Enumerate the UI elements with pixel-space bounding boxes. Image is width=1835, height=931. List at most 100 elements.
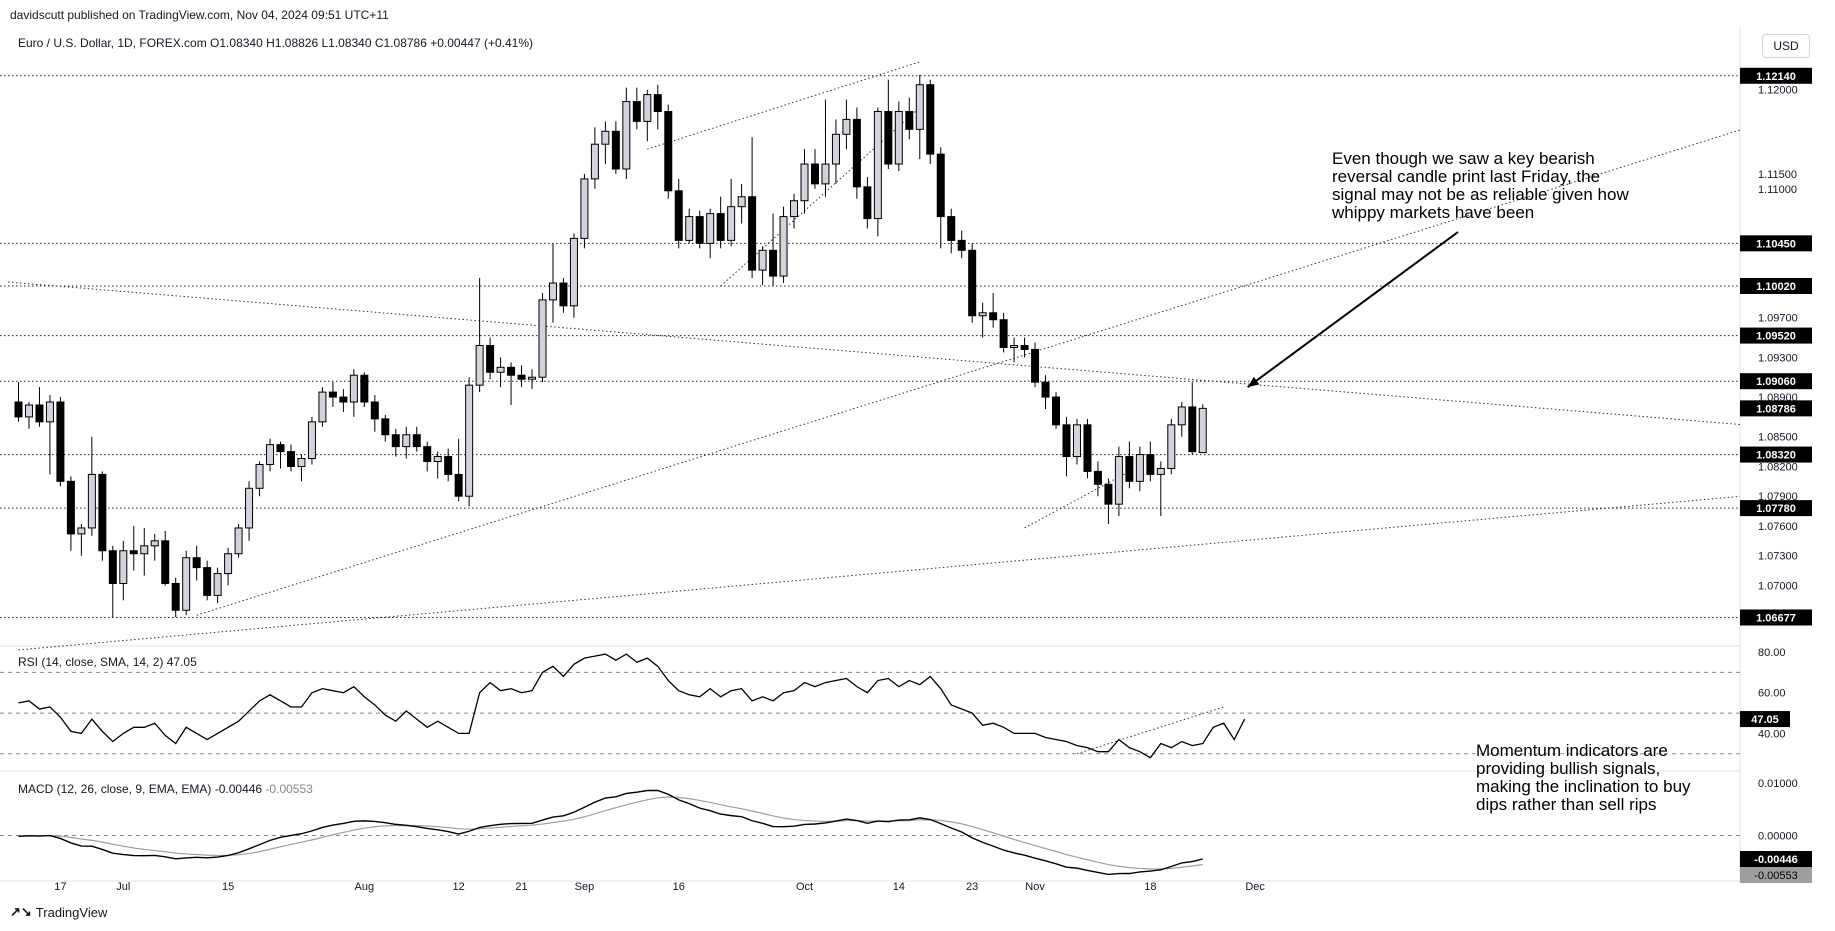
candle[interactable] — [758, 246, 767, 286]
candle[interactable] — [548, 243, 557, 323]
candle[interactable] — [1114, 446, 1123, 517]
candle[interactable] — [1198, 404, 1207, 454]
candle[interactable] — [150, 533, 159, 561]
candle[interactable] — [328, 382, 337, 407]
candle[interactable] — [632, 87, 641, 130]
candle[interactable] — [129, 525, 138, 571]
candle[interactable] — [1083, 418, 1092, 479]
candle[interactable] — [905, 97, 914, 140]
candle[interactable] — [423, 441, 432, 472]
candle[interactable] — [538, 292, 547, 383]
candle[interactable] — [863, 176, 872, 229]
candle[interactable] — [182, 550, 191, 616]
candle[interactable] — [192, 545, 201, 581]
candlesticks[interactable] — [14, 74, 1207, 618]
candle[interactable] — [454, 438, 463, 502]
candle[interactable] — [87, 436, 96, 536]
candle[interactable] — [653, 84, 662, 130]
candle[interactable] — [349, 369, 358, 417]
candle[interactable] — [213, 567, 222, 604]
candle[interactable] — [978, 302, 987, 338]
candle[interactable] — [894, 101, 903, 171]
candle[interactable] — [737, 183, 746, 224]
candle[interactable] — [286, 444, 295, 472]
candle[interactable] — [1104, 478, 1113, 524]
candle[interactable] — [727, 178, 736, 247]
candle[interactable] — [161, 530, 170, 586]
time-axis[interactable]: 17 Jul 15 Aug 12 21 Sep 16 Oct 14 23 Nov 18 Dec — [54, 881, 1265, 893]
candle[interactable] — [266, 438, 275, 472]
candle[interactable] — [412, 426, 421, 452]
candle[interactable] — [611, 121, 620, 174]
candle[interactable] — [569, 233, 578, 318]
candle[interactable] — [1146, 441, 1155, 482]
candle[interactable] — [685, 208, 694, 244]
currency-button[interactable]: USD — [1762, 34, 1810, 58]
candle[interactable] — [45, 395, 54, 475]
candle[interactable] — [590, 127, 599, 189]
candle[interactable] — [318, 387, 327, 427]
candle[interactable] — [810, 149, 819, 189]
candle[interactable] — [381, 414, 390, 442]
candle[interactable] — [119, 540, 128, 601]
candle[interactable] — [66, 476, 75, 551]
candle[interactable] — [14, 382, 23, 422]
candle[interactable] — [98, 471, 107, 561]
candle[interactable] — [402, 426, 411, 459]
candle[interactable] — [580, 173, 589, 249]
candle[interactable] — [1188, 382, 1197, 455]
candle[interactable] — [77, 523, 86, 556]
candle[interactable] — [769, 213, 778, 286]
candle[interactable] — [643, 89, 652, 142]
candle[interactable] — [507, 362, 516, 405]
candle[interactable] — [1062, 416, 1071, 477]
candle[interactable] — [203, 560, 212, 601]
candle[interactable] — [989, 292, 998, 328]
candle[interactable] — [1135, 446, 1144, 492]
candle[interactable] — [748, 137, 757, 279]
candle[interactable] — [35, 387, 44, 427]
candle[interactable] — [297, 454, 306, 482]
candle[interactable] — [706, 208, 715, 259]
candle[interactable] — [1156, 461, 1165, 517]
candle[interactable] — [1167, 418, 1176, 475]
candle[interactable] — [465, 377, 474, 507]
candle[interactable] — [622, 87, 631, 179]
candle[interactable] — [695, 210, 704, 249]
candle[interactable] — [24, 402, 33, 429]
candle[interactable] — [1177, 402, 1186, 437]
candle[interactable] — [999, 312, 1008, 353]
candle[interactable] — [1020, 337, 1029, 358]
candle[interactable] — [968, 243, 977, 323]
candle[interactable] — [821, 99, 830, 197]
candle[interactable] — [1125, 441, 1134, 489]
symbol-info-line[interactable]: Euro / U.S. Dollar, 1D, FOREX.com O1.083… — [18, 36, 533, 50]
candle[interactable] — [884, 79, 893, 169]
candle[interactable] — [800, 149, 809, 214]
candle[interactable] — [559, 278, 568, 313]
candle[interactable] — [601, 121, 610, 165]
candle[interactable] — [108, 545, 117, 618]
candle[interactable] — [528, 369, 537, 390]
candle[interactable] — [947, 208, 956, 254]
candle[interactable] — [255, 461, 264, 497]
candle[interactable] — [339, 389, 348, 412]
candle[interactable] — [1031, 342, 1040, 388]
candle[interactable] — [486, 337, 495, 380]
candle[interactable] — [936, 147, 945, 249]
candle[interactable] — [307, 416, 316, 465]
candle[interactable] — [517, 365, 526, 388]
candle[interactable] — [716, 196, 725, 249]
candle[interactable] — [444, 448, 453, 482]
candle[interactable] — [234, 523, 243, 558]
candle[interactable] — [245, 481, 254, 541]
macd-line[interactable] — [18, 789, 1203, 876]
candle[interactable] — [391, 428, 400, 457]
candle[interactable] — [873, 107, 882, 237]
candle[interactable] — [926, 79, 935, 165]
rsi-pane[interactable]: RSI (14, close, SMA, 14, 2) 47.05 80.00 60… — [0, 647, 1790, 759]
macd-signal-line[interactable] — [18, 796, 1203, 870]
candle[interactable] — [852, 107, 861, 199]
candle[interactable] — [56, 397, 65, 487]
